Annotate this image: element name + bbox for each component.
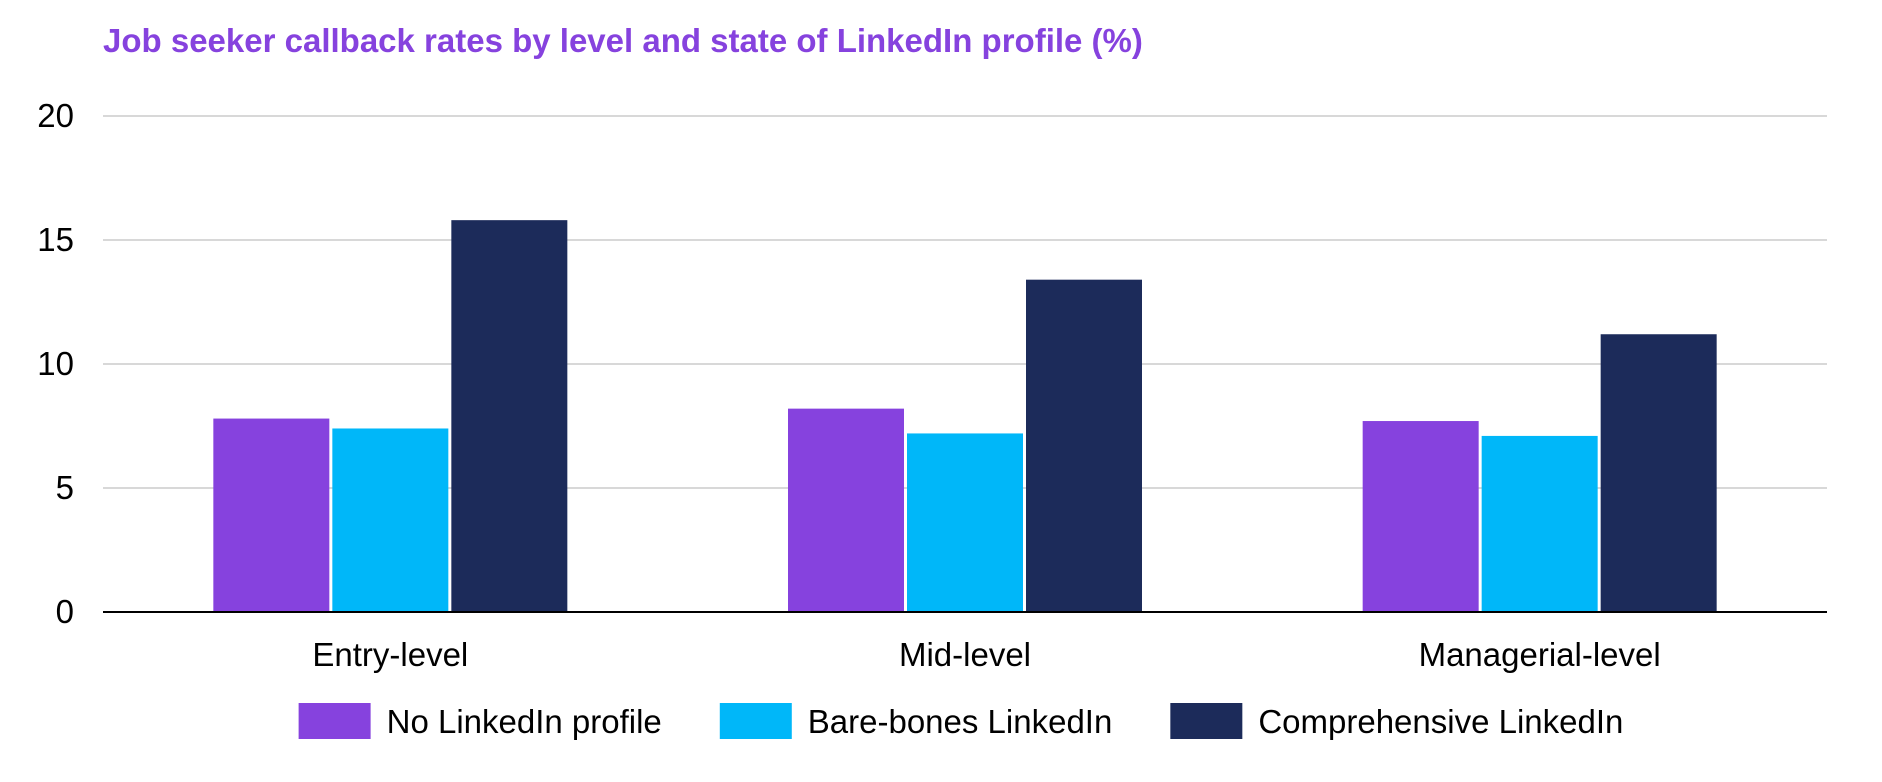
x-axis-categories: Entry-level Mid-level Managerial-level <box>312 636 1660 673</box>
x-category-label: Entry-level <box>312 636 468 673</box>
bar-comprehensive-linkedin-mid-level <box>1026 279 1142 612</box>
legend: No LinkedIn profile Bare-bones LinkedIn Co… <box>298 703 1623 740</box>
legend-swatch <box>298 703 371 739</box>
legend-label: Comprehensive LinkedIn <box>1258 703 1623 740</box>
bar-bare-bones-linkedin-mid-level <box>907 433 1023 612</box>
y-tick-label: 20 <box>37 97 74 134</box>
y-tick-label: 0 <box>56 593 74 630</box>
x-category-label: Mid-level <box>899 636 1031 673</box>
y-axis-ticks: 0 5 10 15 20 <box>37 97 74 630</box>
chart-title: Job seeker callback rates by level and s… <box>103 22 1143 59</box>
y-tick-label: 10 <box>37 345 74 382</box>
y-tick-label: 5 <box>56 469 74 506</box>
legend-label: No LinkedIn profile <box>387 703 662 740</box>
bars <box>213 220 1717 612</box>
bar-no-linkedin-profile-managerial-level <box>1362 421 1479 612</box>
x-category-label: Managerial-level <box>1419 636 1661 673</box>
bar-no-linkedin-profile-entry-level <box>213 418 330 612</box>
legend-swatch <box>1170 703 1243 739</box>
bar-comprehensive-linkedin-managerial-level <box>1600 334 1717 612</box>
bar-comprehensive-linkedin-entry-level <box>451 220 568 612</box>
legend-swatch <box>719 703 792 739</box>
bar-bare-bones-linkedin-managerial-level <box>1481 435 1598 612</box>
legend-label: Bare-bones LinkedIn <box>808 703 1113 740</box>
bar-bare-bones-linkedin-entry-level <box>332 428 449 612</box>
y-tick-label: 15 <box>37 221 74 258</box>
bar-no-linkedin-profile-mid-level <box>788 408 904 612</box>
